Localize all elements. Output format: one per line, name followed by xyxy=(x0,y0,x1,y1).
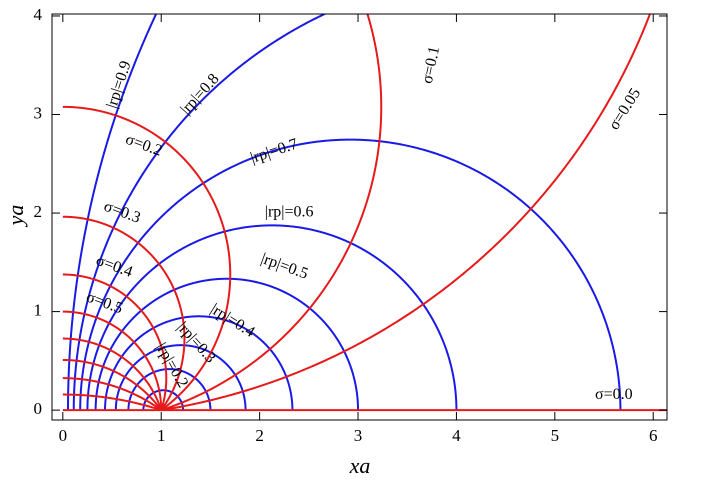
r-contour-label: |rp|=0.9 xyxy=(103,59,134,111)
x-axis-label: xa xyxy=(349,453,371,478)
y-tick-label: 3 xyxy=(34,103,43,122)
x-tick-label: 6 xyxy=(649,426,658,445)
y-tick-label: 2 xyxy=(34,202,43,221)
r-contour xyxy=(104,315,294,411)
r-contour-label: |rp|=0.7 xyxy=(248,136,300,167)
r-contour xyxy=(127,368,212,411)
sigma-contour-label: σ=0.1 xyxy=(419,45,443,85)
y-tick-label: 0 xyxy=(34,399,43,418)
sigma-contour-label: σ=0.05 xyxy=(606,85,645,133)
r-contour-label: |rp|=0.6 xyxy=(265,204,314,221)
sigma-contour-label: σ=0.0 xyxy=(595,386,633,403)
x-tick-label: 2 xyxy=(255,426,264,445)
frame xyxy=(51,13,668,421)
x-tick-label: 5 xyxy=(551,426,560,445)
sigma-contour xyxy=(62,358,163,411)
x-tick-label: 4 xyxy=(452,426,461,445)
sigma-contour xyxy=(62,273,168,411)
sigma-contour-label: σ=0.2 xyxy=(123,131,164,160)
sigma-contour xyxy=(160,14,383,412)
plot-area xyxy=(62,14,667,412)
sigma-contour-label: σ=0.5 xyxy=(84,289,125,318)
r-contour-label: |rp|=0.8 xyxy=(177,70,222,118)
sigma-contour xyxy=(62,215,186,411)
sigma-contour-label: σ=0.3 xyxy=(102,198,143,227)
x-tick-label: 0 xyxy=(59,426,68,445)
sigma-contour xyxy=(161,14,652,412)
sigma-contour xyxy=(62,105,232,411)
r-contour-label: |rp|=0.4 xyxy=(207,301,257,341)
y-tick-label: 1 xyxy=(34,301,43,320)
r-contour-label: |rp|=0.3 xyxy=(174,319,219,367)
sigma-contour xyxy=(62,310,163,411)
r-contour xyxy=(79,138,622,411)
r-contour-label: |rp|=0.5 xyxy=(259,250,311,283)
r-contour xyxy=(86,224,458,411)
y-tick-label: 4 xyxy=(34,5,43,24)
x-tick-label: 3 xyxy=(354,426,363,445)
sigma-contour xyxy=(62,337,163,411)
x-tick-label: 1 xyxy=(157,426,166,445)
sigma-contour xyxy=(62,393,162,412)
r-contour xyxy=(94,277,360,411)
sigma-contour xyxy=(62,377,162,411)
r-contour xyxy=(72,14,327,411)
y-axis-label: ya xyxy=(3,205,28,228)
